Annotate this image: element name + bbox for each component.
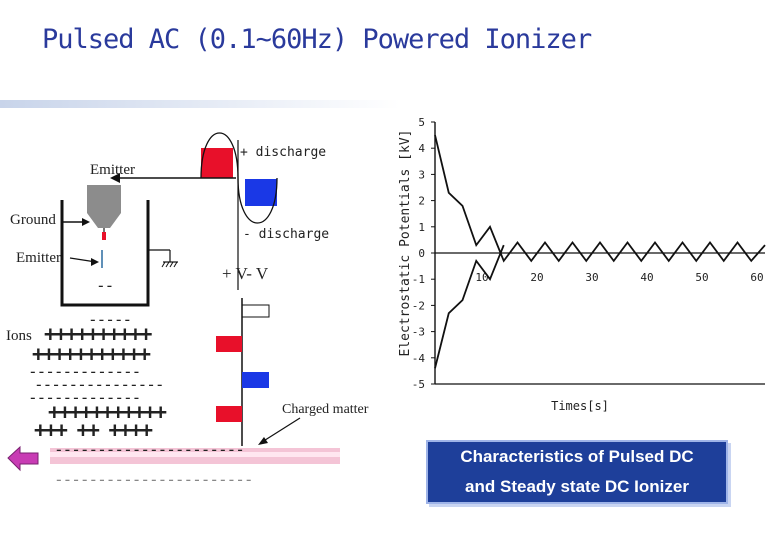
y-tick-label: 3	[418, 168, 425, 181]
x-tick-label: 20	[530, 271, 543, 284]
charged-matter-arrow	[262, 418, 300, 442]
ionizer-diagram	[0, 0, 400, 540]
emitter-left-label: Emitter	[16, 250, 61, 267]
x-tick-label: 60	[750, 271, 763, 284]
ion-row-plus-4: +++ ++ ++++	[34, 418, 151, 442]
emitter-body	[87, 185, 121, 213]
y-tick-label: 4	[418, 142, 425, 155]
series-line-2	[435, 245, 504, 368]
needle-tip	[102, 232, 106, 240]
x-tick-label: 10	[475, 271, 488, 284]
ion-row-minus-1: --	[96, 276, 113, 295]
charged-matter-label: Charged matter	[282, 402, 368, 418]
caption-line-2: and Steady state DC Ionizer	[428, 472, 726, 502]
x-axis-label: Times[s]	[551, 399, 609, 413]
positive-pulse	[201, 148, 233, 178]
surface-minus-row-1: ----------------------	[54, 440, 244, 459]
series-line-1	[435, 135, 765, 261]
left-arrow-icon	[8, 447, 38, 470]
ions-label: Ions	[6, 328, 32, 345]
negative-pulse	[245, 179, 277, 206]
minus-discharge-label: - discharge	[243, 227, 329, 242]
x-tick-label: 40	[640, 271, 653, 284]
y-tick-label: -2	[412, 299, 425, 312]
caption-box: Characteristics of Pulsed DC and Steady …	[426, 440, 728, 504]
surface-minus-row-2: -----------------------	[54, 470, 253, 489]
x-tick-label: 30	[585, 271, 598, 284]
y-tick-label: 5	[418, 116, 425, 129]
plus-discharge-label: + discharge	[240, 145, 326, 160]
y-tick-label: -4	[412, 352, 426, 365]
y-tick-label: -3	[412, 326, 425, 339]
voltage-label: + V- V	[222, 264, 268, 284]
ground-label: Ground	[10, 212, 56, 229]
y-tick-label: -1	[412, 273, 425, 286]
y-tick-label: -5	[412, 378, 425, 391]
x-tick-label: 50	[695, 271, 708, 284]
emitter-label: Emitter	[90, 162, 135, 179]
y-tick-label: 2	[418, 195, 425, 208]
pulse-waveform	[216, 298, 269, 446]
y-tick-label: 1	[418, 221, 425, 234]
y-tick-label: 0	[418, 247, 425, 260]
caption-line-1: Characteristics of Pulsed DC	[428, 442, 726, 472]
y-axis-label: Electrostatic Potentials [kV]	[398, 130, 413, 357]
